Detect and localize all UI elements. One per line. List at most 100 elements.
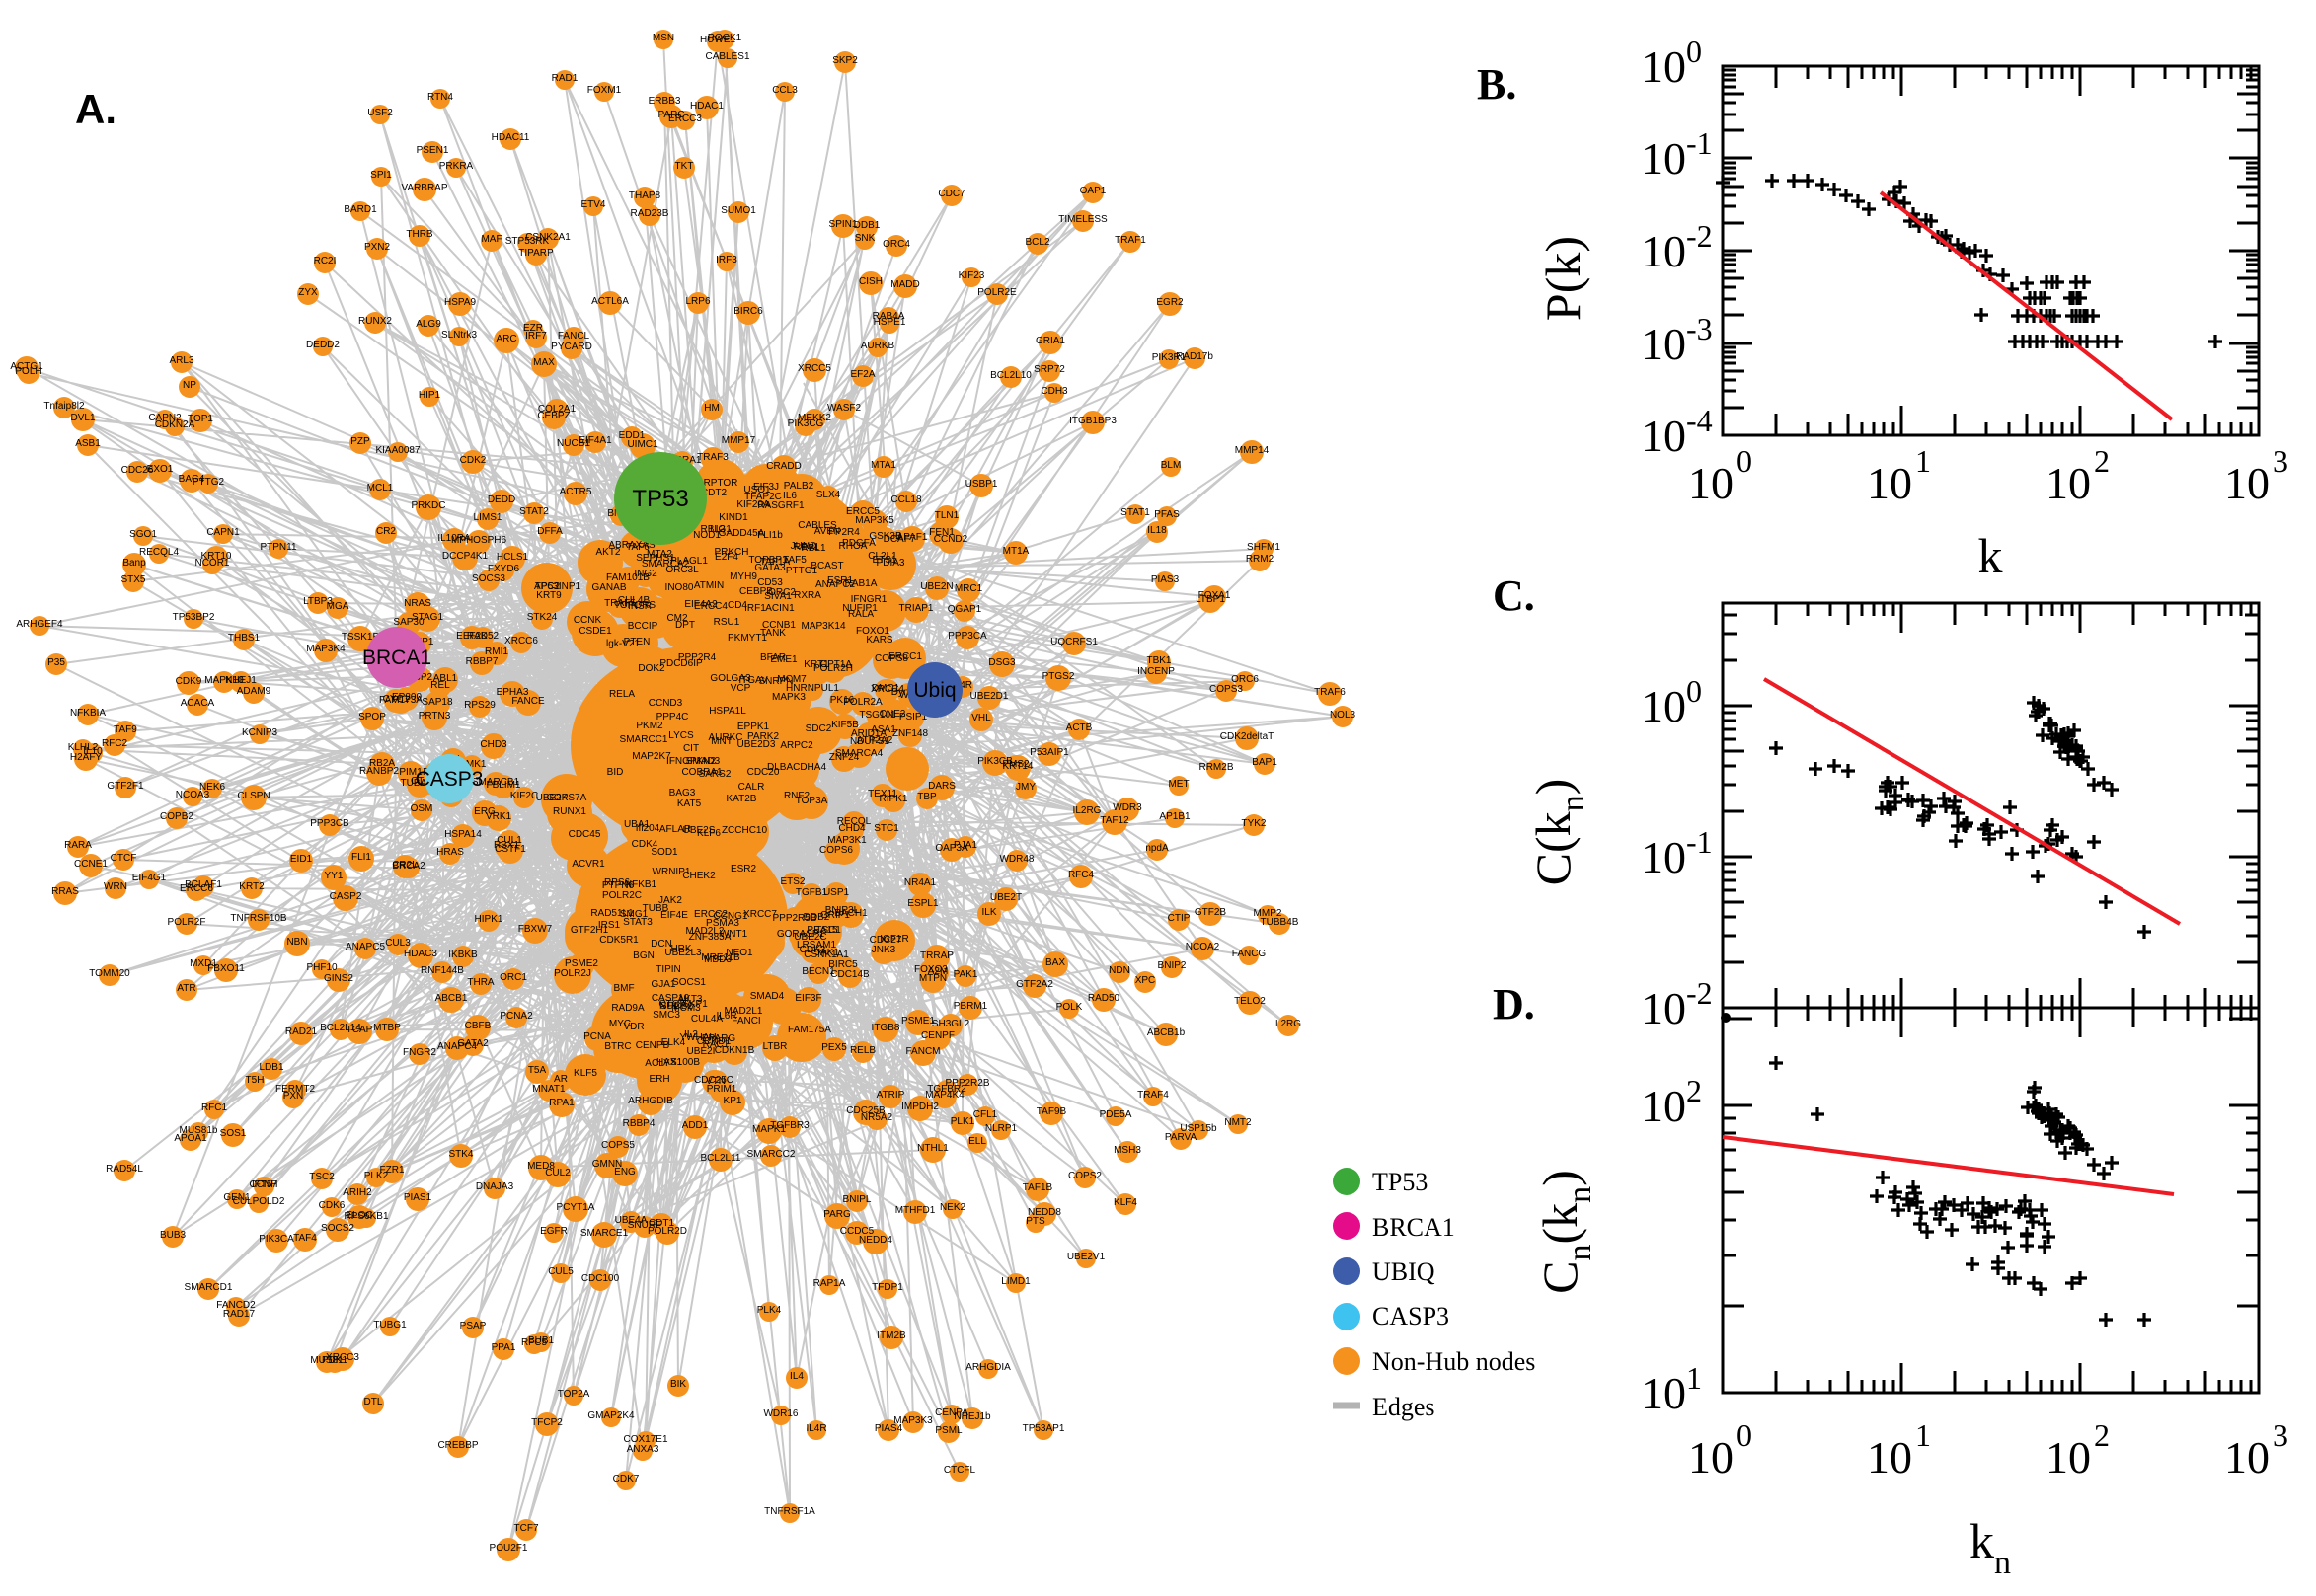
- svg-text:CENPF: CENPF: [921, 1030, 955, 1041]
- svg-text:BCLAF1: BCLAF1: [185, 879, 222, 890]
- svg-text:ORC2: ORC2: [768, 587, 796, 598]
- svg-text:Banp: Banp: [122, 558, 146, 569]
- svg-text:FLI1b: FLI1b: [757, 530, 783, 541]
- svg-text:COPS2: COPS2: [1068, 1171, 1102, 1181]
- svg-text:ERH: ERH: [649, 1074, 669, 1085]
- svg-text:TCF7: TCF7: [514, 1523, 539, 1534]
- svg-text:ORC1: ORC1: [500, 972, 527, 983]
- svg-text:SMAD4: SMAD4: [750, 991, 785, 1002]
- svg-text:WNT1: WNT1: [720, 929, 748, 940]
- svg-text:SF1: SF1: [660, 1001, 679, 1012]
- svg-text:XRCC3: XRCC3: [326, 1352, 359, 1363]
- svg-text:POLK: POLK: [1056, 1002, 1083, 1013]
- svg-text:FBLIM1: FBLIM1: [486, 780, 520, 791]
- svg-text:DDB2: DDB2: [804, 912, 830, 923]
- svg-text:POU2F1: POU2F1: [490, 1543, 528, 1554]
- svg-text:ANXA3: ANXA3: [627, 1444, 659, 1455]
- svg-text:Edges: Edges: [1372, 1393, 1435, 1421]
- svg-text:PTGS2: PTGS2: [1042, 671, 1075, 682]
- svg-text:CUL4A: CUL4A: [691, 1014, 724, 1025]
- svg-text:PIK3R1: PIK3R1: [1152, 352, 1187, 363]
- svg-text:FEN1: FEN1: [929, 527, 955, 538]
- svg-text:HAX1: HAX1: [656, 1057, 683, 1068]
- svg-text:CISH: CISH: [859, 276, 883, 287]
- svg-text:KAT2B: KAT2B: [727, 794, 757, 804]
- svg-text:TRIAP1: TRIAP1: [898, 603, 933, 614]
- svg-text:CDC26: CDC26: [121, 465, 154, 476]
- svg-text:MPHOSPH6: MPHOSPH6: [451, 535, 507, 546]
- svg-text:COPS6: COPS6: [819, 845, 853, 856]
- svg-text:NMT2: NMT2: [1224, 1117, 1252, 1128]
- svg-text:OSM: OSM: [411, 803, 433, 814]
- svg-text:ORC4: ORC4: [883, 239, 910, 250]
- svg-text:ABCB1b: ABCB1b: [1147, 1027, 1186, 1038]
- svg-text:CUL2: CUL2: [545, 1168, 571, 1178]
- svg-text:ARIH2: ARIH2: [343, 1187, 372, 1198]
- svg-text:npdA: npdA: [1145, 843, 1169, 854]
- svg-text:NRAS: NRAS: [404, 598, 431, 609]
- svg-text:HSPA14: HSPA14: [444, 829, 482, 840]
- svg-text:ARHGDIA: ARHGDIA: [965, 1362, 1011, 1373]
- svg-text:MAD2L1: MAD2L1: [725, 1006, 763, 1017]
- svg-text:BMF: BMF: [613, 983, 634, 994]
- svg-text:PPP2R2B: PPP2R2B: [945, 1078, 989, 1089]
- svg-text:TNFRSF10B: TNFRSF10B: [230, 913, 287, 924]
- svg-text:DCN: DCN: [651, 939, 672, 950]
- svg-text:PYCARD: PYCARD: [551, 342, 592, 352]
- svg-text:LTBR: LTBR: [763, 1041, 788, 1052]
- svg-text:AR: AR: [554, 1074, 568, 1085]
- svg-text:RBX1: RBX1: [494, 840, 520, 851]
- svg-text:CCND1: CCND1: [697, 1036, 732, 1047]
- svg-text:MGA: MGA: [327, 601, 349, 612]
- svg-text:NUCB1: NUCB1: [557, 438, 590, 449]
- svg-text:TGFBR3: TGFBR3: [770, 1120, 810, 1131]
- svg-text:EIF3F: EIF3F: [795, 993, 821, 1004]
- svg-text:TGFBR2: TGFBR2: [927, 1084, 966, 1095]
- svg-text:MAP3K1: MAP3K1: [827, 835, 867, 846]
- svg-text:CSNK1A1: CSNK1A1: [804, 950, 849, 960]
- svg-text:CL2L1: CL2L1: [868, 551, 897, 562]
- svg-text:CCNH: CCNH: [250, 1179, 278, 1190]
- svg-text:LIMD1: LIMD1: [1001, 1276, 1031, 1287]
- svg-text:IL10: IL10: [83, 746, 103, 757]
- svg-text:CCL18: CCL18: [890, 494, 922, 505]
- svg-text:TSC1: TSC1: [815, 925, 841, 936]
- svg-text:CTCF: CTCF: [111, 853, 137, 864]
- svg-text:BRCA1: BRCA1: [1372, 1213, 1455, 1242]
- svg-text:STAG1: STAG1: [412, 612, 443, 623]
- svg-text:MAP3K3: MAP3K3: [893, 1415, 933, 1426]
- svg-text:IL6R: IL6R: [716, 1011, 736, 1022]
- svg-text:IL2: IL2: [684, 1029, 698, 1040]
- svg-text:UBIQ: UBIQ: [1372, 1257, 1435, 1286]
- svg-text:CABLES: CABLES: [798, 520, 837, 531]
- svg-text:CDC100: CDC100: [581, 1273, 620, 1284]
- svg-text:MAPK1: MAPK1: [752, 1124, 786, 1135]
- svg-text:10: 10: [1867, 458, 1912, 508]
- svg-text:PZP: PZP: [350, 436, 370, 447]
- svg-text:TOP2A: TOP2A: [558, 1389, 590, 1400]
- svg-text:USBP1: USBP1: [965, 479, 998, 490]
- svg-text:PXN2: PXN2: [364, 242, 391, 253]
- svg-text:UBE2I: UBE2I: [687, 1046, 716, 1057]
- svg-text:CPT1A: CPT1A: [820, 659, 853, 670]
- svg-text:RAD1: RAD1: [552, 73, 579, 84]
- svg-text:PMS2: PMS2: [1002, 759, 1030, 770]
- svg-text:-4: -4: [1686, 403, 1713, 438]
- svg-text:CDK4: CDK4: [632, 839, 658, 850]
- svg-text:TCAP: TCAP: [347, 1025, 373, 1035]
- svg-text:SIVA1: SIVA1: [764, 591, 792, 602]
- svg-text:10: 10: [2224, 1432, 2270, 1482]
- svg-text:TAF9: TAF9: [114, 724, 137, 735]
- svg-text:RAD52: RAD52: [467, 631, 500, 642]
- svg-text:ACTL6A: ACTL6A: [591, 296, 629, 307]
- svg-text:PLK4: PLK4: [757, 1305, 782, 1316]
- svg-text:BNIP3L: BNIP3L: [825, 905, 860, 916]
- svg-text:MAP3K5: MAP3K5: [855, 515, 894, 526]
- svg-text:MYH9: MYH9: [730, 571, 757, 582]
- svg-text:10: 10: [1641, 1081, 1686, 1131]
- svg-text:ALG9: ALG9: [416, 319, 441, 330]
- svg-text:TRRAP: TRRAP: [920, 950, 954, 961]
- svg-text:MSH3: MSH3: [1114, 1145, 1141, 1156]
- svg-text:IRF3: IRF3: [716, 255, 737, 266]
- svg-text:RBL1: RBL1: [801, 543, 825, 554]
